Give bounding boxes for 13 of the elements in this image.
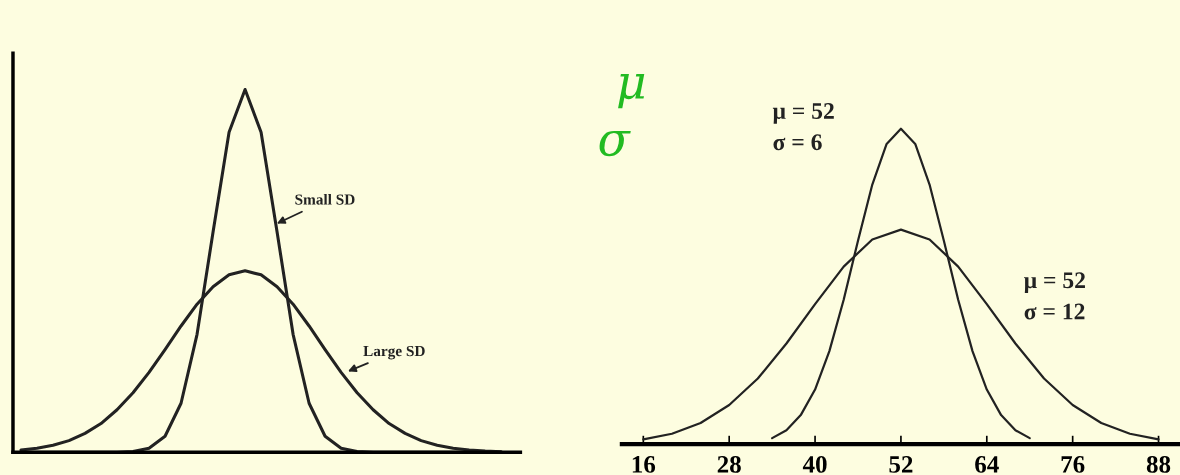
x-tick-label: 40 xyxy=(802,455,827,473)
x-tick-label: 16 xyxy=(632,456,656,473)
x-tick-label: 28 xyxy=(717,455,741,473)
x-tick-label: 76 xyxy=(1061,456,1085,473)
series-label: Small SD xyxy=(295,193,355,205)
text: μ xyxy=(618,74,645,109)
series-label: μ = 52 σ = 12 xyxy=(1024,272,1085,320)
x-tick-label: 88 xyxy=(1146,455,1171,473)
x-tick-label: 64 xyxy=(975,456,999,473)
text: μ = 52 σ = 6 xyxy=(772,103,834,151)
series-label: Large SD xyxy=(363,345,425,360)
x-tick-label: 52 xyxy=(889,456,913,473)
annotation: σ xyxy=(599,131,631,157)
